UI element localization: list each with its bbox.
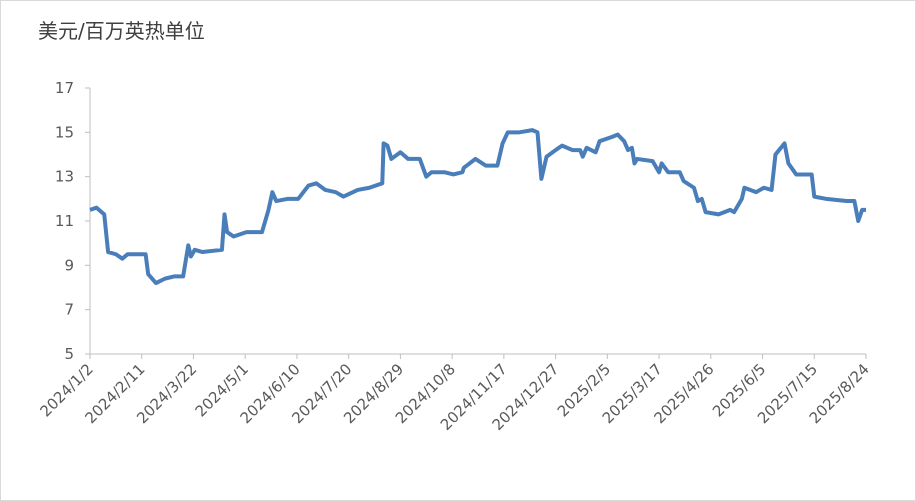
y-tick-label: 11 bbox=[55, 212, 74, 230]
y-tick-label: 7 bbox=[64, 301, 74, 319]
y-tick-label: 13 bbox=[55, 168, 74, 186]
y-tick-label: 17 bbox=[55, 79, 74, 97]
y-tick-label: 15 bbox=[55, 123, 74, 141]
y-axis-title: 美元/百万英热单位 bbox=[38, 19, 205, 43]
data-line bbox=[89, 128, 866, 286]
y-tick-label: 9 bbox=[64, 256, 74, 274]
y-tick-label: 5 bbox=[64, 345, 74, 363]
